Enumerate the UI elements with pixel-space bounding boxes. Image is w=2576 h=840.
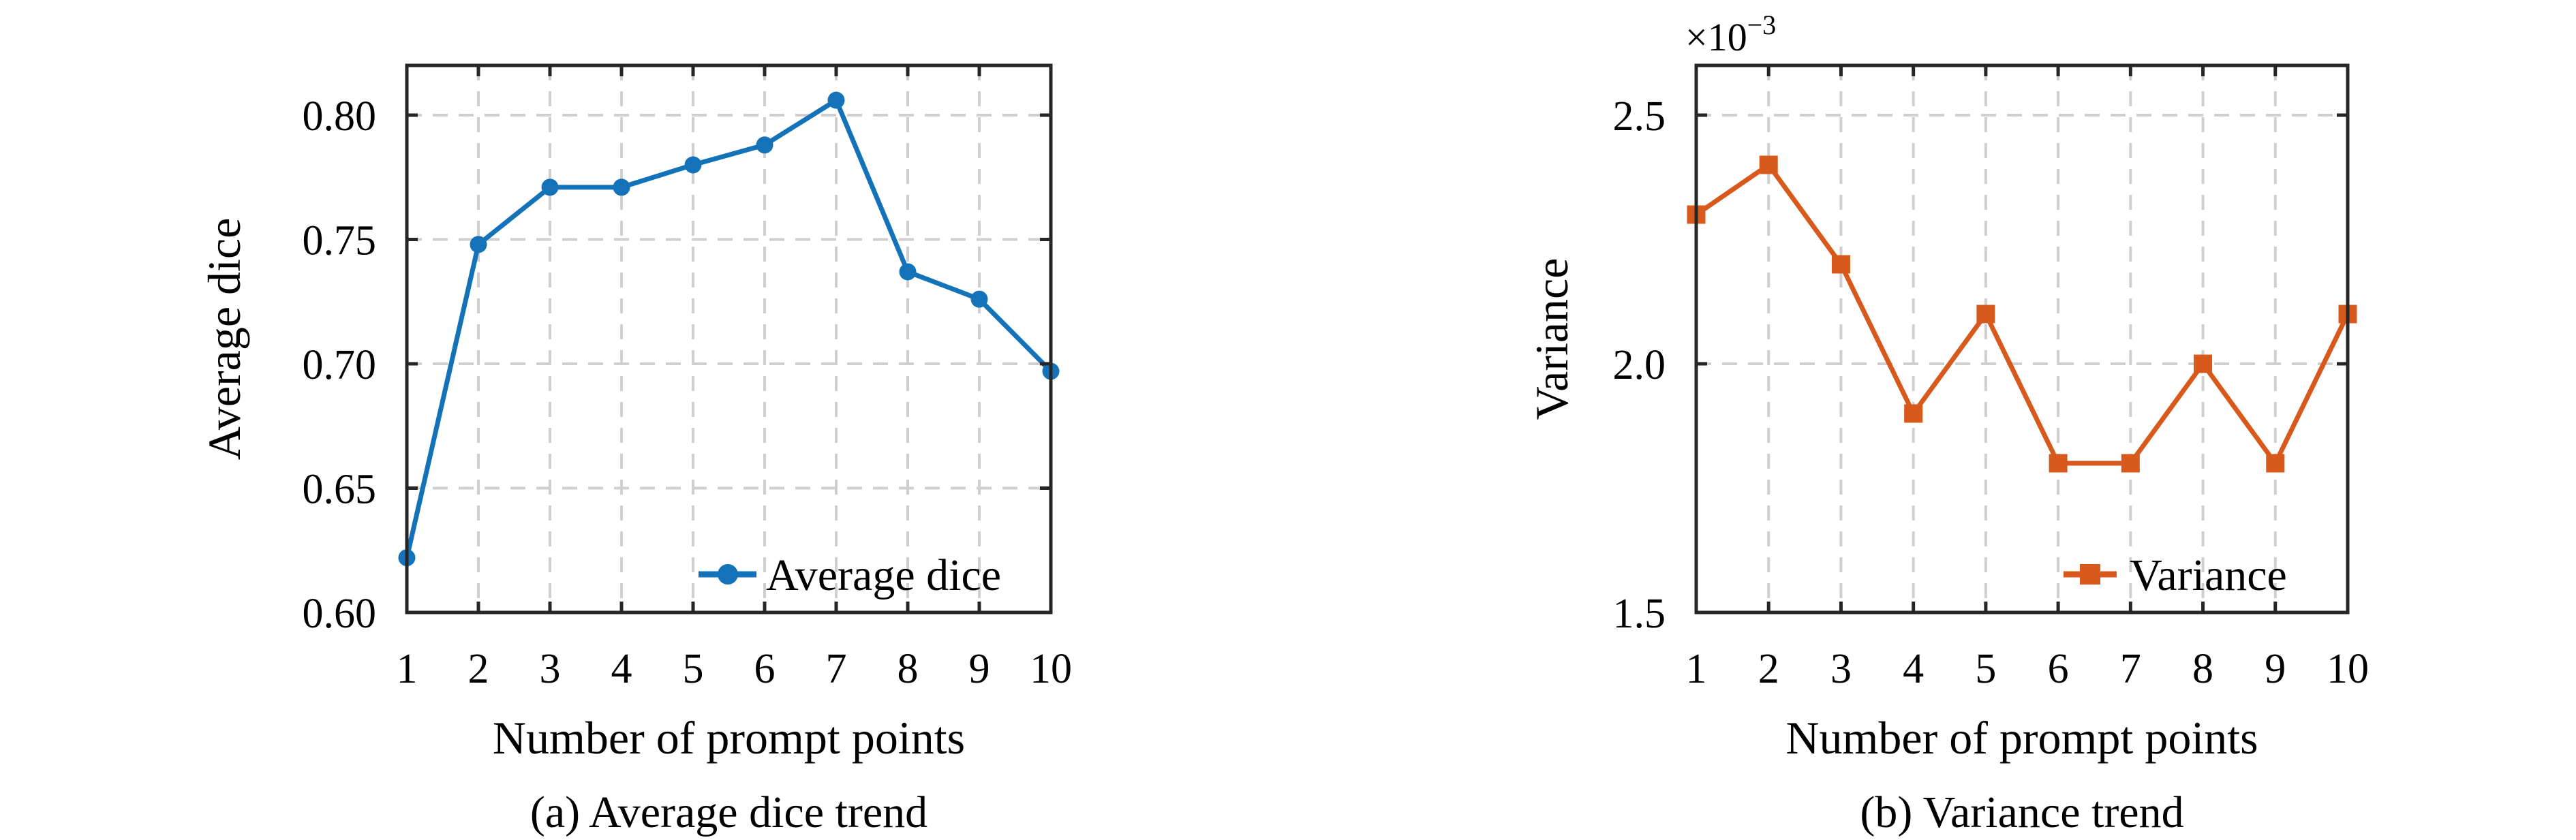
x-tick-label: 7	[826, 646, 847, 692]
legend: Average dice	[699, 550, 1001, 600]
data-point	[1976, 305, 1995, 324]
grid	[1696, 65, 2348, 612]
chart-average-dice: 1 2 3 4 5 6 7 8 9 10 0.60 0.65 0.70 0.75 0.80 Number of…	[198, 63, 1072, 764]
y-axis-label: Variance	[1526, 258, 1578, 420]
data-point	[541, 178, 559, 196]
data-point	[613, 178, 630, 196]
y-tick-label: 1.5	[1613, 591, 1666, 637]
grid	[407, 65, 1051, 612]
data-point	[2194, 354, 2213, 373]
y-tick-label: 0.65	[303, 467, 377, 513]
data-point	[827, 91, 845, 109]
x-tick-label: 9	[2265, 646, 2286, 692]
x-tick-label: 8	[898, 646, 919, 692]
axis-frame	[1694, 63, 2350, 615]
y-tick-label: 0.80	[303, 93, 377, 140]
y-tick-label: 0.70	[303, 342, 377, 388]
x-tick-label: 8	[2192, 646, 2213, 692]
x-tick-label: 2	[468, 646, 489, 692]
data-point	[684, 156, 702, 174]
x-tick-label: 4	[611, 646, 632, 692]
legend-label: Average dice	[766, 550, 1001, 600]
x-tick-label: 2	[1758, 646, 1779, 692]
x-tick-label: 7	[2120, 646, 2141, 692]
x-tick-label: 9	[969, 646, 990, 692]
x-tick-label: 10	[2327, 646, 2369, 692]
legend: Variance	[2064, 550, 2287, 600]
data-point	[2121, 454, 2140, 473]
y-tick-label: 0.60	[303, 591, 377, 637]
data-point	[2049, 454, 2068, 473]
axis-ticks	[1694, 65, 2350, 615]
y-tick-label: 2.0	[1613, 342, 1666, 388]
scale-label: ×10−3	[1685, 10, 1776, 59]
y-tick-label: 2.5	[1613, 93, 1666, 140]
legend-marker	[2080, 564, 2100, 585]
data-point	[756, 136, 773, 154]
data-point	[1759, 155, 1778, 174]
x-tick-label: 3	[1830, 646, 1852, 692]
data-point	[470, 236, 487, 253]
y-tick-label: 0.75	[303, 218, 377, 264]
y-axis-label: Average dice	[198, 218, 250, 461]
x-tick-label: 10	[1030, 646, 1072, 692]
data-point	[899, 263, 917, 281]
axis-frame	[405, 63, 1053, 615]
data-point	[1904, 404, 1923, 423]
series-line-average-dice	[404, 97, 1054, 561]
data-point	[1831, 255, 1850, 274]
axis-ticks	[405, 65, 1053, 615]
x-tick-label: 1	[1686, 646, 1707, 692]
x-tick-label: 6	[2048, 646, 2069, 692]
panel-b-caption: (b) Variance trend	[1860, 788, 2184, 837]
x-tick-label: 3	[540, 646, 561, 692]
data-point	[970, 290, 988, 308]
x-tick-label: 4	[1903, 646, 1924, 692]
x-tick-label: 6	[754, 646, 776, 692]
x-axis-label: Number of prompt points	[493, 712, 965, 764]
x-axis-label: Number of prompt points	[1785, 712, 2258, 764]
chart-variance: 1 2 3 4 5 6 7 8 9 10 1.5 2.0 2.5 Number of prompt poi…	[1526, 10, 2369, 764]
x-tick-label: 1	[397, 646, 418, 692]
panel-a-caption: (a) Average dice trend	[530, 788, 928, 837]
series-line-variance	[1693, 162, 2350, 466]
legend-label: Variance	[2130, 550, 2287, 600]
legend-marker	[718, 564, 738, 585]
data-point	[2266, 454, 2285, 473]
x-tick-label: 5	[1975, 646, 1996, 692]
x-tick-label: 5	[683, 646, 704, 692]
series-markers-average-dice	[398, 91, 1060, 567]
series-markers-variance	[1687, 155, 2357, 473]
